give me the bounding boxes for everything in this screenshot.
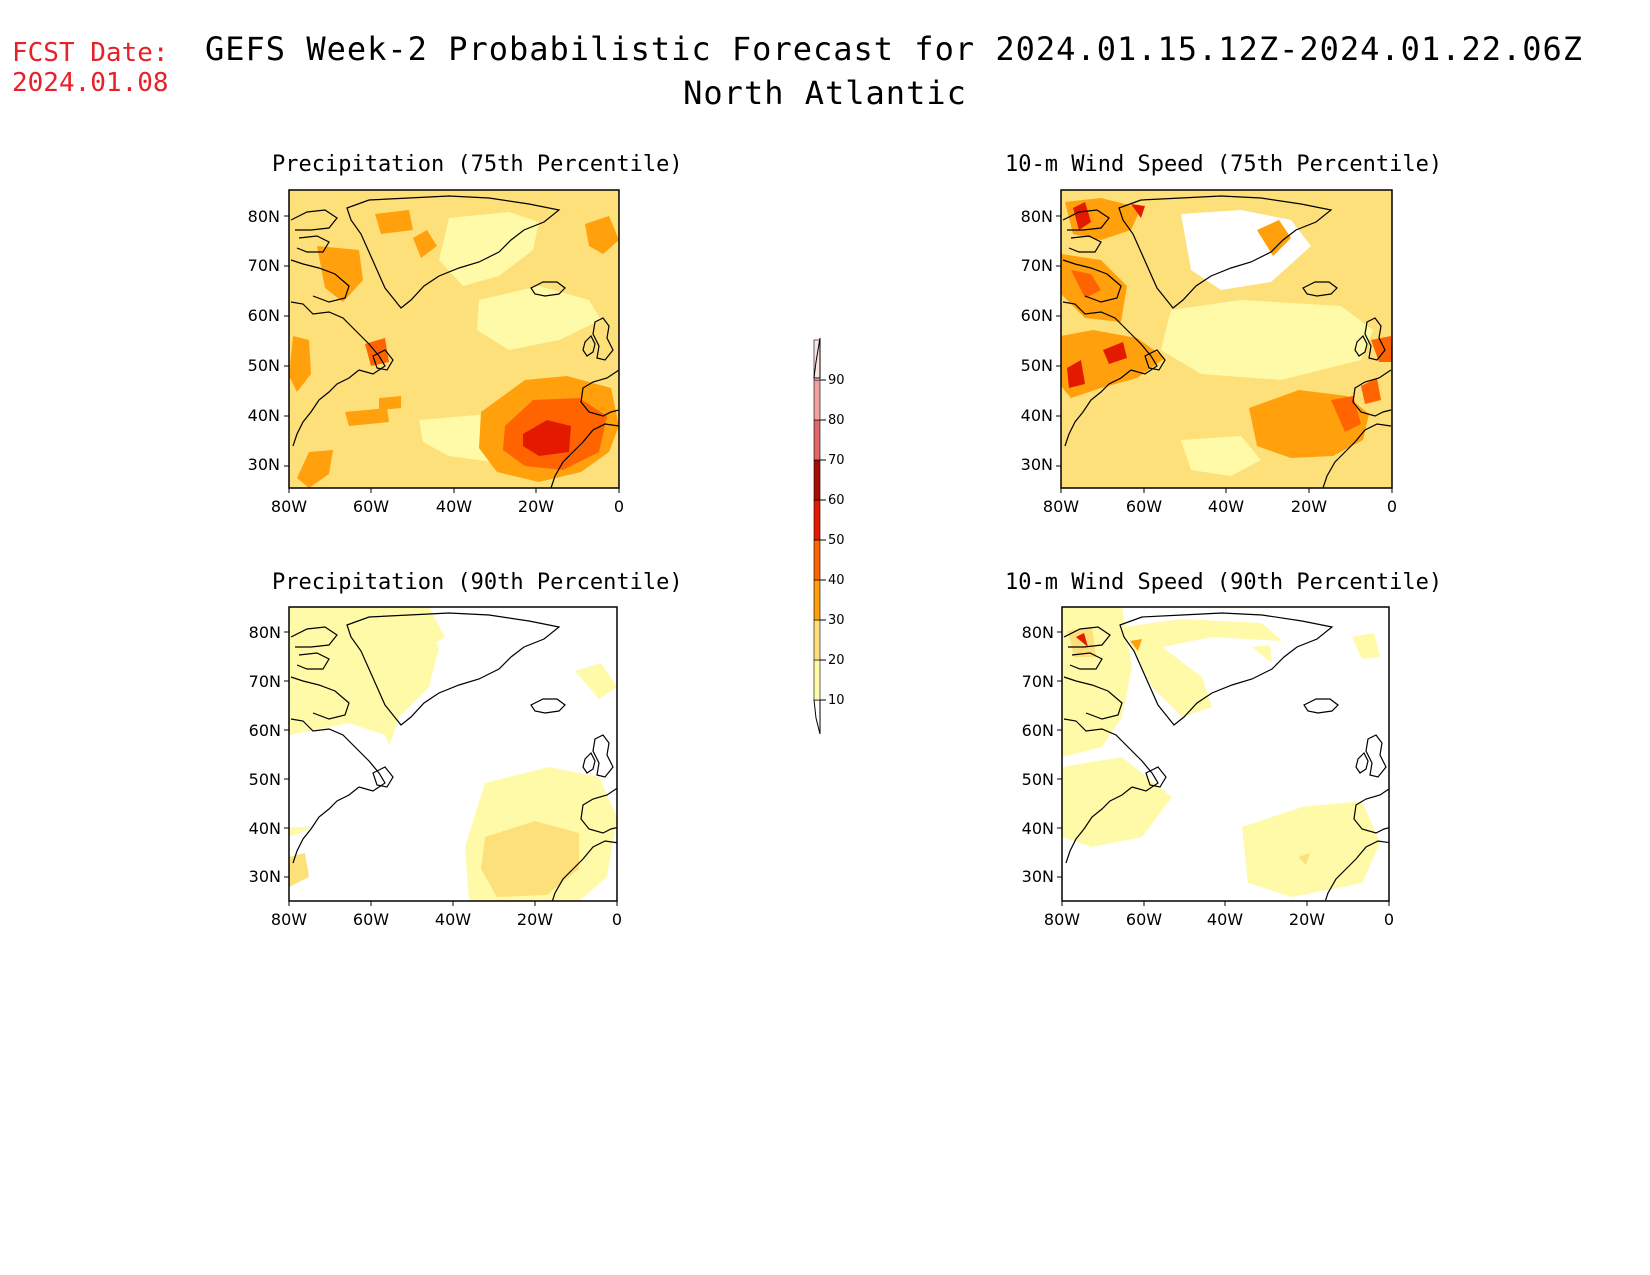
colorbar-label: 90 [828,373,845,388]
lat-label: 30N [1021,455,1053,474]
lon-label: 20W [517,910,553,929]
lat-label: 50N [249,770,281,789]
lat-label: 40N [249,819,281,838]
lon-label: 80W [1044,910,1080,929]
colorbar-label: 80 [828,413,845,428]
lon-label: 0 [612,910,622,929]
map-panel-precip-90 [289,607,617,901]
lon-label: 0 [1387,497,1397,516]
colorbar-label: 10 [828,693,845,708]
lon-label: 20W [518,497,554,516]
lat-label: 70N [248,256,280,275]
lat-label: 80N [249,623,281,642]
panel-title-wind-90: 10-m Wind Speed (90th Percentile) [1005,570,1443,595]
lat-label: 60N [1021,306,1053,325]
lat-label: 50N [1022,770,1054,789]
panel-title-precip-90: Precipitation (90th Percentile) [272,570,683,595]
axis-labels: 80N 70N 60N 50N 40N 30N 80N 70N 60N 50N … [248,207,1397,929]
lon-label: 80W [271,497,307,516]
panel-title-precip-75: Precipitation (75th Percentile) [272,152,683,177]
colorbar-label: 50 [828,533,845,548]
colorbar-cell [813,579,821,621]
colorbar-label: 60 [828,493,845,508]
colorbar-cell [813,459,821,501]
lon-label: 0 [1384,910,1394,929]
lat-label: 30N [249,867,281,886]
colorbar: 10 20 30 40 50 60 70 80 90 [813,337,845,735]
lat-label: 50N [1021,356,1053,375]
lat-label: 40N [1021,406,1053,425]
lat-label: 70N [1022,672,1054,691]
lat-label: 40N [1022,819,1054,838]
lat-label: 80N [1022,623,1054,642]
lat-label: 70N [1021,256,1053,275]
lon-label: 0 [614,497,624,516]
lat-label: 60N [1022,721,1054,740]
forecast-date-block: FCST Date: 2024.01.08 [12,38,169,98]
lon-label: 80W [271,910,307,929]
map-panel-wind-75 [1061,190,1392,488]
lon-label: 20W [1291,497,1327,516]
lat-label: 70N [249,672,281,691]
colorbar-cell [813,539,821,581]
lon-label: 60W [1126,497,1162,516]
lat-label: 30N [248,455,280,474]
forecast-date-value: 2024.01.08 [12,68,169,98]
lon-label: 60W [1126,910,1162,929]
figure-title: GEFS Week-2 Probabilistic Forecast for 2… [205,30,1584,68]
lon-label: 60W [353,910,389,929]
colorbar-cell [813,419,821,461]
lon-label: 40W [435,910,471,929]
map-panel-precip-75 [289,190,619,488]
lat-label: 60N [248,306,280,325]
lat-label: 30N [1022,867,1054,886]
lat-label: 40N [248,406,280,425]
lat-label: 80N [248,207,280,226]
colorbar-label: 30 [828,613,845,628]
lon-label: 80W [1043,497,1079,516]
colorbar-labels: 10 20 30 40 50 60 70 80 90 [828,373,845,708]
colorbar-label: 70 [828,453,845,468]
map-panel-wind-90 [1062,607,1389,901]
colorbar-cell [813,379,821,421]
lat-label: 60N [249,721,281,740]
lon-label: 40W [1207,910,1243,929]
forecast-date-label: FCST Date: [12,38,169,68]
lon-label: 20W [1289,910,1325,929]
colorbar-label: 20 [828,653,845,668]
panel-title-wind-75: 10-m Wind Speed (75th Percentile) [1005,152,1443,177]
colorbar-cell [813,619,821,661]
lat-label: 80N [1021,207,1053,226]
colorbar-cell [813,499,821,541]
colorbar-cells [813,339,826,701]
axis-ticks [284,215,1393,906]
figure-subtitle: North Atlantic [683,74,967,112]
lon-label: 60W [353,497,389,516]
colorbar-cell [813,659,821,701]
lon-label: 40W [1208,497,1244,516]
lat-label: 50N [248,356,280,375]
lon-label: 40W [436,497,472,516]
colorbar-label: 40 [828,573,845,588]
